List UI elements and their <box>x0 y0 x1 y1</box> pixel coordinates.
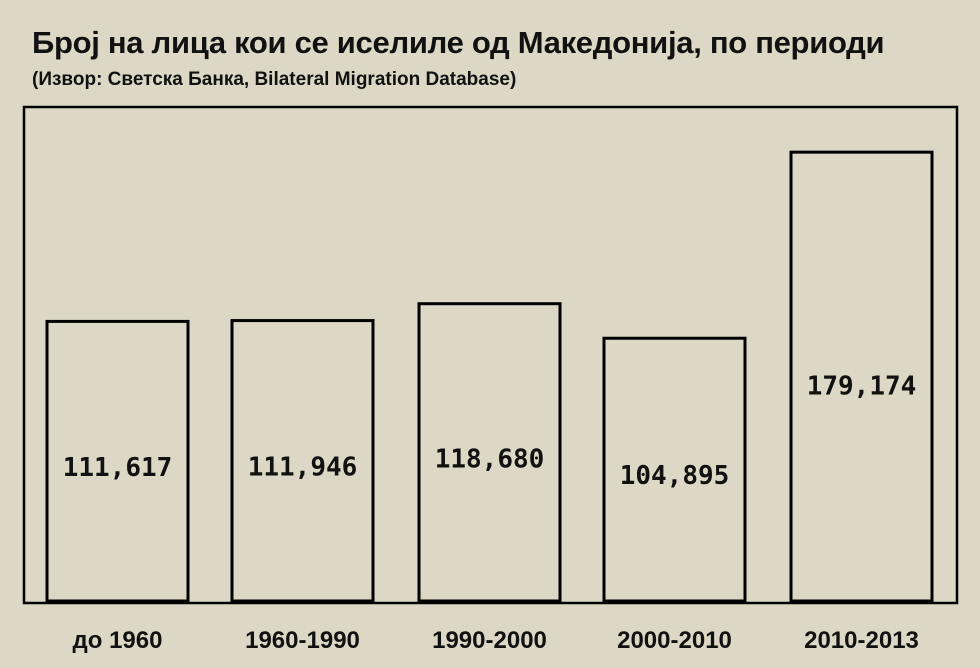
chart-title-text: Број на лица кои се иселиле од Македониј… <box>32 25 885 60</box>
bars-group <box>45 150 934 603</box>
bar <box>789 150 934 603</box>
bar <box>45 319 190 603</box>
value-label: 104,895 <box>620 461 730 491</box>
category-labels-group: до 1960 1960-1990 1990-2000 2000-2010 2010-2… <box>73 627 919 654</box>
value-labels-group: 111,617 111,946 118,680 104,895 179,174 <box>63 372 917 491</box>
value-label: 111,617 <box>63 453 173 483</box>
category-label: до 1960 <box>73 627 163 654</box>
chart-subtitle: (Извор: Светска Банка, Bilateral Migrati… <box>32 69 517 90</box>
category-label: 1990-2000 <box>432 627 547 654</box>
category-label: 2010-2013 <box>804 627 919 654</box>
bar <box>230 319 375 603</box>
bar <box>602 336 747 603</box>
plot-frame <box>22 105 959 605</box>
value-label: 111,946 <box>248 452 358 482</box>
category-label: 1960-1990 <box>245 627 360 654</box>
value-label: 179,174 <box>807 372 917 402</box>
value-label: 118,680 <box>435 444 545 474</box>
category-label: 2000-2010 <box>617 627 732 654</box>
bar <box>417 302 562 603</box>
